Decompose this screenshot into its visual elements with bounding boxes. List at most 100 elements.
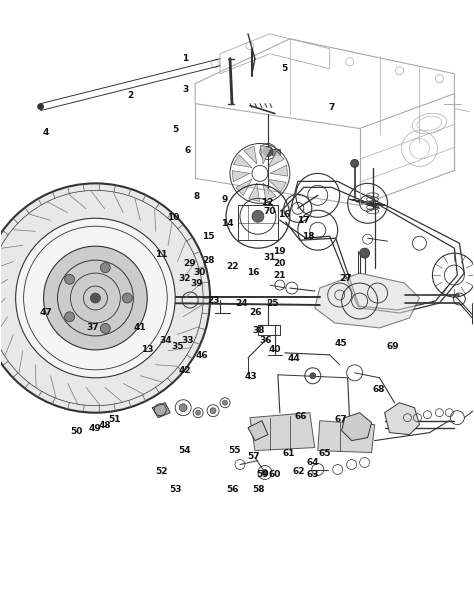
Text: 65: 65 — [318, 449, 331, 458]
Text: 30: 30 — [193, 268, 205, 278]
Text: 9: 9 — [222, 195, 228, 204]
Text: 56: 56 — [226, 485, 238, 494]
Polygon shape — [236, 179, 252, 196]
Text: 10: 10 — [167, 213, 179, 223]
Polygon shape — [272, 150, 280, 156]
Text: 21: 21 — [273, 272, 286, 280]
Text: 38: 38 — [252, 327, 264, 335]
Circle shape — [122, 293, 132, 303]
Text: 42: 42 — [179, 366, 191, 375]
Text: 23: 23 — [207, 296, 219, 305]
Text: 67: 67 — [335, 415, 347, 424]
Text: 41: 41 — [134, 324, 146, 332]
Circle shape — [252, 210, 264, 223]
Text: 66: 66 — [294, 412, 307, 421]
Text: 6: 6 — [184, 146, 191, 155]
Text: 32: 32 — [179, 275, 191, 283]
Circle shape — [196, 410, 201, 415]
Text: 26: 26 — [250, 308, 262, 317]
Polygon shape — [152, 403, 170, 417]
Text: 40: 40 — [269, 345, 281, 354]
Text: 15: 15 — [202, 232, 215, 241]
Text: 31: 31 — [264, 253, 276, 262]
Text: 33: 33 — [181, 335, 193, 345]
Text: 8: 8 — [194, 192, 200, 201]
Text: 34: 34 — [160, 335, 173, 345]
Circle shape — [37, 104, 44, 110]
Text: 13: 13 — [141, 345, 154, 354]
Text: 11: 11 — [155, 250, 168, 259]
Text: 39: 39 — [191, 279, 203, 287]
Text: 54: 54 — [179, 446, 191, 455]
Text: 61: 61 — [283, 449, 295, 458]
Circle shape — [310, 373, 316, 379]
Text: 35: 35 — [172, 341, 184, 351]
Text: 64: 64 — [306, 458, 319, 467]
Polygon shape — [250, 413, 315, 451]
Text: 45: 45 — [335, 338, 347, 348]
Text: 60: 60 — [269, 470, 281, 479]
Polygon shape — [232, 170, 250, 181]
Text: 48: 48 — [99, 421, 111, 430]
Text: 27: 27 — [339, 275, 352, 283]
Polygon shape — [234, 155, 252, 167]
Text: 46: 46 — [195, 351, 208, 360]
Polygon shape — [249, 183, 260, 201]
Text: 50: 50 — [70, 427, 82, 436]
Text: 37: 37 — [87, 324, 99, 332]
Text: 36: 36 — [259, 335, 272, 345]
Text: 25: 25 — [266, 299, 279, 308]
Polygon shape — [342, 413, 372, 441]
Circle shape — [262, 470, 268, 476]
Polygon shape — [268, 151, 284, 167]
Text: 4: 4 — [42, 128, 49, 137]
Text: 28: 28 — [202, 256, 215, 265]
Circle shape — [91, 293, 100, 303]
Circle shape — [0, 183, 210, 413]
Text: 22: 22 — [226, 262, 238, 272]
Polygon shape — [384, 403, 419, 435]
Circle shape — [351, 159, 359, 167]
Text: 18: 18 — [301, 232, 314, 241]
Circle shape — [263, 147, 273, 156]
Text: 7: 7 — [328, 104, 335, 112]
Text: 3: 3 — [182, 85, 188, 94]
Text: 69: 69 — [387, 341, 399, 351]
Text: 20: 20 — [273, 259, 286, 268]
Text: 43: 43 — [245, 372, 257, 381]
Circle shape — [64, 312, 74, 322]
Polygon shape — [263, 183, 276, 200]
Text: 70: 70 — [263, 207, 275, 216]
Circle shape — [179, 404, 187, 412]
Text: 63: 63 — [306, 470, 319, 479]
Text: 14: 14 — [221, 219, 234, 229]
Circle shape — [360, 248, 370, 258]
Text: 68: 68 — [373, 384, 385, 394]
Text: 55: 55 — [228, 446, 241, 455]
Text: 12: 12 — [262, 198, 274, 207]
Text: 47: 47 — [39, 308, 52, 317]
Circle shape — [100, 324, 110, 333]
Circle shape — [64, 274, 74, 284]
Polygon shape — [270, 165, 288, 176]
Text: 29: 29 — [183, 259, 196, 268]
Text: 57: 57 — [247, 452, 260, 461]
Circle shape — [222, 400, 228, 405]
Circle shape — [44, 246, 147, 350]
Text: 19: 19 — [273, 247, 286, 256]
Text: 53: 53 — [169, 485, 182, 494]
Polygon shape — [318, 421, 374, 452]
Text: 17: 17 — [297, 216, 310, 226]
Text: 16: 16 — [247, 268, 260, 278]
Circle shape — [210, 408, 216, 414]
Text: 5: 5 — [281, 64, 287, 72]
Polygon shape — [268, 179, 286, 192]
Text: 2: 2 — [128, 91, 134, 100]
Text: 5: 5 — [173, 125, 179, 134]
Text: 52: 52 — [155, 467, 168, 476]
Text: 16: 16 — [278, 210, 291, 219]
Text: 62: 62 — [292, 467, 305, 476]
Text: 1: 1 — [182, 55, 188, 64]
Text: 49: 49 — [89, 424, 101, 433]
Polygon shape — [260, 145, 271, 164]
